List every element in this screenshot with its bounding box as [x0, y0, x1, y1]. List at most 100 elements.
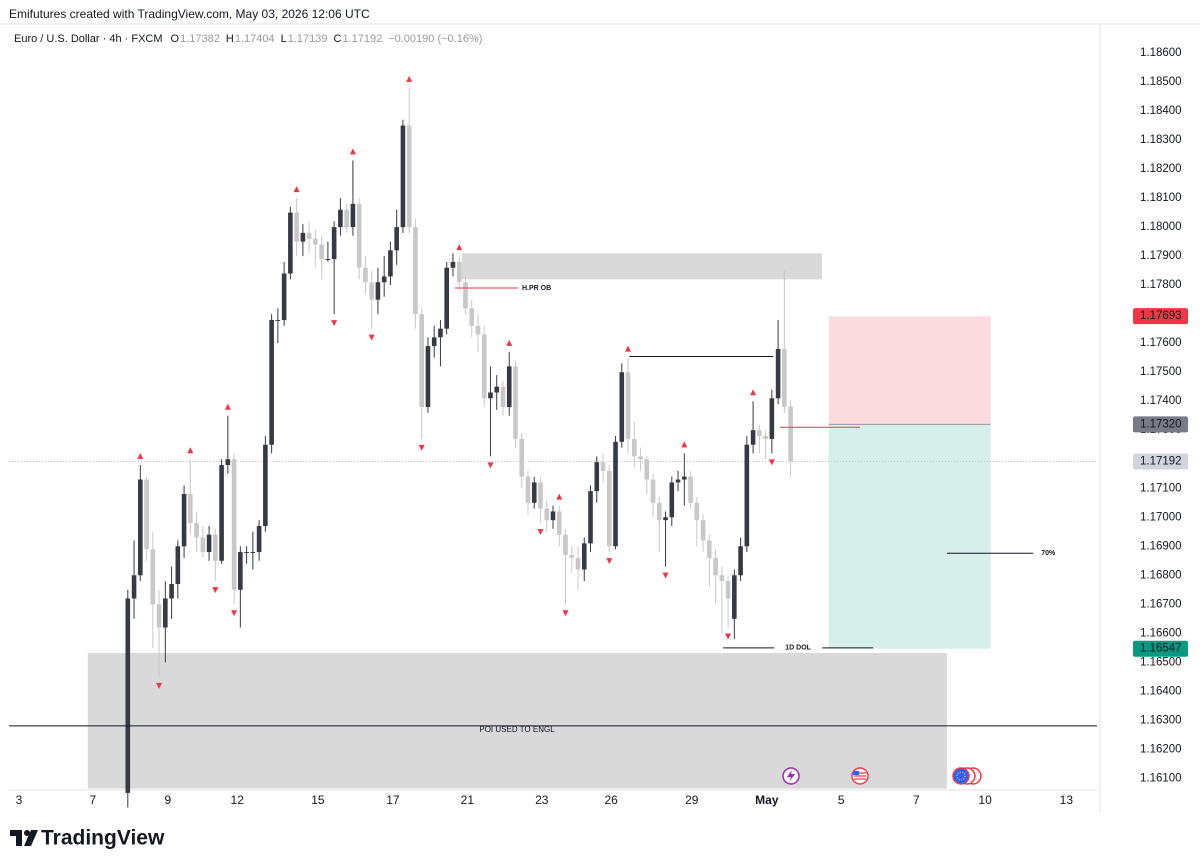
candle-body: [356, 203, 362, 268]
y-tick-label: 1.16800: [1140, 569, 1182, 581]
candle-body: [481, 334, 487, 399]
candle-body: [313, 238, 318, 245]
candle-body: [400, 125, 406, 228]
candle-body: [663, 517, 668, 521]
candle-body: [707, 540, 712, 558]
symbol-legend: Euro / U.S. Dollar · 4h · FXCM O1.17382 H1…: [14, 33, 482, 45]
x-tick-label: 29: [685, 793, 699, 807]
candle-body: [750, 430, 756, 445]
y-tick-label: 1.16600: [1140, 627, 1182, 639]
candle-body: [175, 546, 181, 584]
symbol: Euro / U.S. Dollar · 4h · FXCM: [14, 33, 163, 45]
x-tick-label: 9: [164, 793, 171, 807]
ohlc-value: 1.17139: [288, 33, 328, 45]
candle-body: [188, 494, 193, 524]
event-icon[interactable]: [952, 767, 970, 785]
line-label: 70%: [1041, 550, 1056, 557]
candle-body: [263, 444, 268, 526]
candle-body: [288, 212, 293, 274]
candle-body: [419, 314, 424, 407]
candle-body: [613, 441, 618, 547]
candle-body: [563, 534, 568, 555]
candle-body: [669, 482, 675, 518]
line-label: POI USED TO ENGL: [479, 725, 555, 734]
ohlc-value: 1.17404: [235, 33, 275, 45]
fractal-down: [231, 610, 238, 617]
candle-body: [275, 319, 281, 321]
candle-body: [788, 406, 793, 462]
x-tick-label: 15: [311, 793, 325, 807]
candle-body: [406, 125, 412, 228]
y-tick-label: 1.17800: [1140, 279, 1182, 291]
candle-body: [450, 261, 456, 268]
fractal-down: [368, 334, 375, 341]
y-tick-label: 1.16500: [1140, 656, 1182, 668]
fractal-down: [487, 462, 494, 469]
candle-body: [638, 456, 643, 460]
x-tick-label: 26: [604, 793, 618, 807]
fractal-up: [506, 339, 513, 346]
candle-body: [300, 232, 306, 242]
x-tick-label: 7: [89, 793, 96, 807]
stop-price-tag: 1.17693: [1140, 310, 1182, 322]
fractal-up: [349, 148, 356, 155]
candle-body: [375, 282, 381, 300]
candle-body: [531, 482, 537, 503]
candle-body: [256, 525, 262, 553]
target-zone: [828, 424, 991, 649]
y-tick-label: 1.18000: [1140, 221, 1182, 233]
y-tick-label: 1.16100: [1140, 772, 1182, 784]
candle-body: [131, 575, 137, 599]
brand-logo: TradingView: [10, 827, 165, 850]
ohlc-letter: C: [333, 33, 341, 45]
credit: Emifutures created with TradingView.com,…: [9, 7, 370, 21]
candle-body: [713, 557, 718, 576]
fractal-up: [456, 244, 463, 251]
candle-body: [469, 308, 475, 326]
change: −0.00190 (−0.16%): [388, 33, 482, 45]
target-price-tag: 1.16547: [1140, 643, 1182, 655]
candle-body: [650, 479, 656, 503]
x-tick-label: May: [755, 793, 779, 807]
candle-body: [125, 598, 131, 793]
candle-body: [519, 438, 525, 477]
y-tick-label: 1.18100: [1140, 192, 1182, 204]
x-tick-label: 21: [461, 793, 475, 807]
stop-price-tag-box: [1133, 308, 1188, 325]
y-tick-label: 1.17000: [1140, 511, 1182, 523]
candle-body: [438, 328, 443, 338]
x-tick-label: 13: [1060, 793, 1074, 807]
fractal-up: [556, 493, 563, 500]
fractal-up: [406, 75, 413, 82]
candle-body: [556, 511, 562, 535]
candle-body: [544, 508, 550, 521]
candle-body: [500, 386, 506, 407]
candle-body: [294, 212, 299, 242]
event-glyph: [787, 770, 795, 782]
brand-name: TradingView: [41, 827, 165, 850]
candle-body: [181, 494, 187, 547]
fractal-down: [418, 444, 425, 451]
candle-body: [225, 459, 231, 466]
zone: [87, 653, 947, 789]
logo-mark: [10, 830, 22, 846]
candle-body: [606, 470, 612, 547]
candle-body: [732, 575, 737, 619]
candle-body: [719, 575, 725, 582]
candle-body: [494, 386, 500, 393]
fractal-down: [606, 558, 613, 565]
candle-body: [425, 346, 431, 407]
entry-price-tag: 1.17320: [1140, 418, 1182, 430]
candle-body: [569, 554, 575, 558]
candle-body: [588, 491, 593, 544]
y-tick-label: 1.18300: [1140, 134, 1182, 146]
y-tick-label: 1.16700: [1140, 598, 1182, 610]
y-tick-label: 1.18200: [1140, 163, 1182, 175]
y-tick-label: 1.18600: [1140, 47, 1182, 59]
fractal-down: [212, 587, 219, 594]
y-tick-label: 1.17500: [1140, 366, 1182, 378]
fractal-down: [768, 459, 775, 466]
candle-body: [144, 479, 149, 550]
